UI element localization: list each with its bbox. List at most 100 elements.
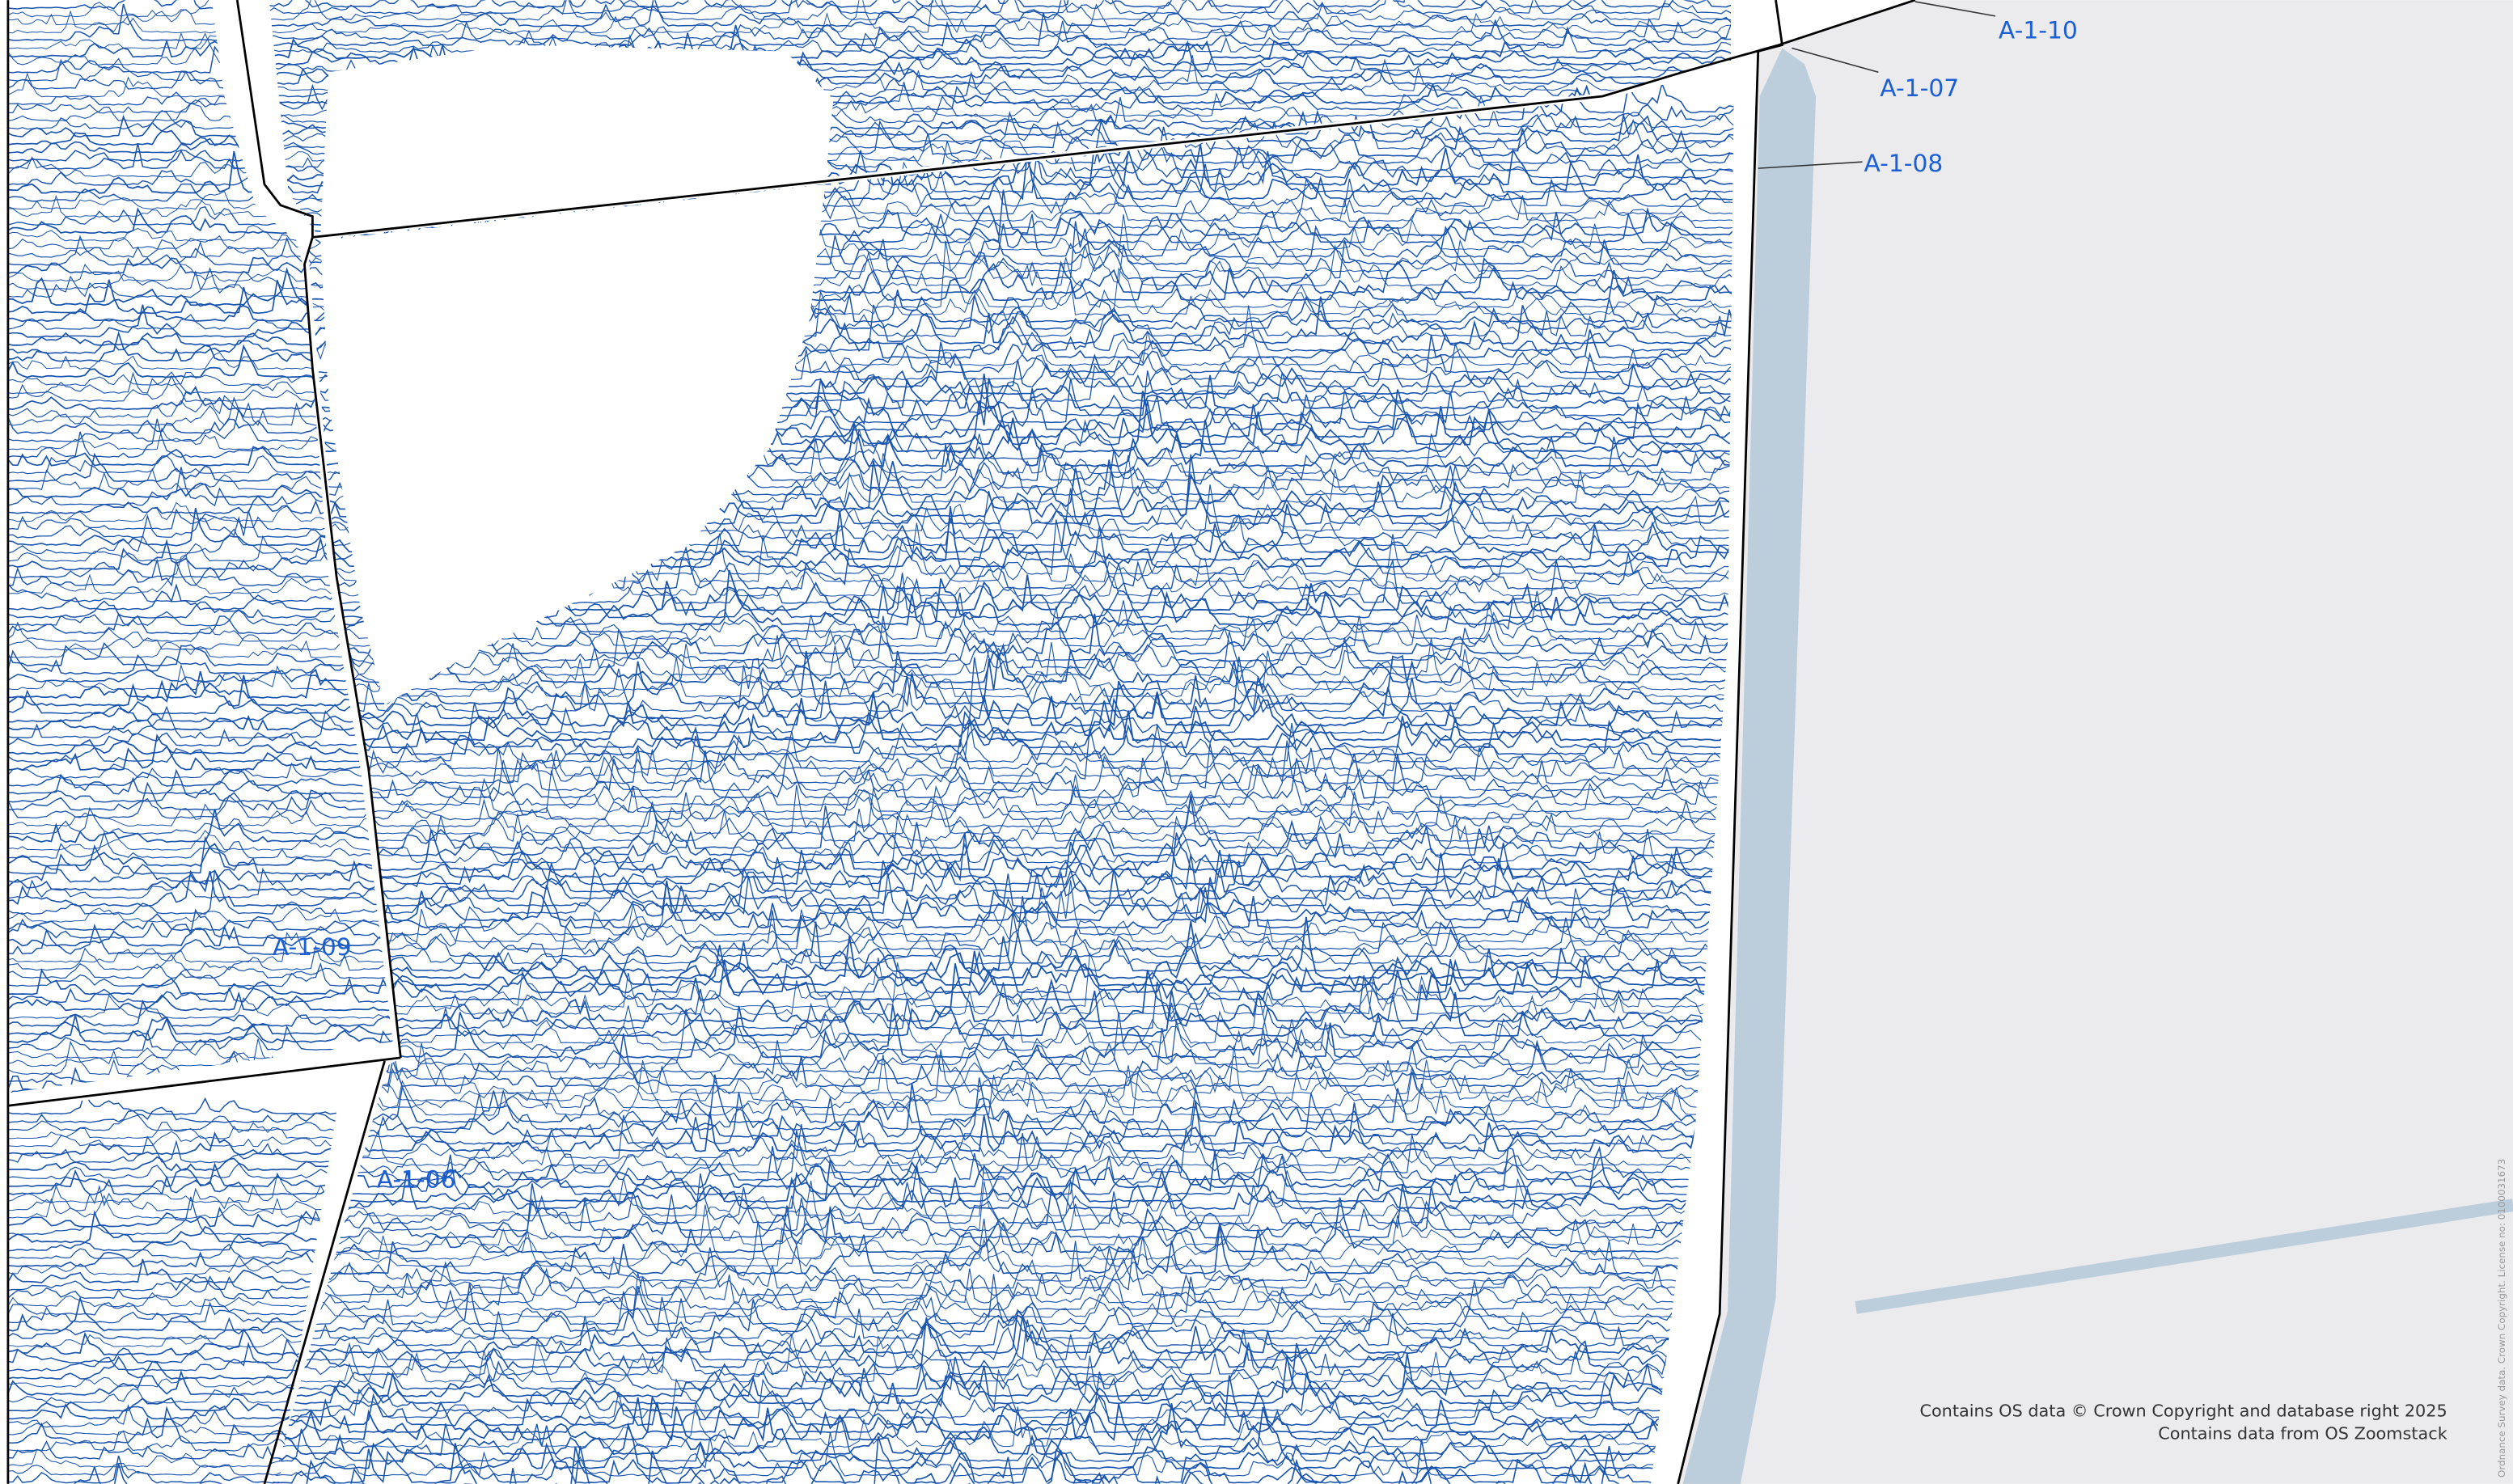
survey-trace: [7, 1131, 344, 1156]
boundary: [303, 236, 402, 1059]
survey-trace: [7, 830, 393, 851]
survey-trace: [7, 1341, 344, 1372]
survey-trace: [272, 1180, 1734, 1246]
survey-trace: [272, 750, 1734, 799]
survey-trace: [272, 1395, 1734, 1443]
survey-trace: [7, 1397, 344, 1412]
survey-trace: [7, 608, 393, 627]
survey-trace: [7, 612, 393, 635]
survey-trace: [272, 815, 1734, 864]
survey-trace: [272, 910, 1734, 965]
survey-trace: [272, 1355, 1734, 1419]
survey-trace: [272, 642, 1734, 684]
survey-trace: [272, 784, 1734, 842]
survey-trace: [272, 1375, 1734, 1427]
survey-trace: [272, 727, 1734, 784]
survey-trace: [272, 1276, 1734, 1325]
survey-trace: [272, 1224, 1734, 1275]
survey-trace: [7, 945, 393, 971]
attribution: Contains data from OS Zoomstack: [2158, 1423, 2447, 1443]
trace-group: [7, 1089, 344, 1484]
survey-trace: [272, 657, 1734, 698]
survey-trace: [7, 1131, 344, 1148]
survey-trace: [272, 1146, 1734, 1196]
survey-trace: [272, 1311, 1734, 1347]
survey-trace: [7, 668, 393, 699]
survey-trace: [272, 852, 1734, 900]
survey-trace: [7, 1156, 344, 1172]
survey-trace: [272, 1309, 1734, 1355]
survey-trace: [269, 0, 1732, 21]
survey-trace: [7, 621, 393, 643]
survey-trace: [7, 932, 393, 963]
survey-trace: [7, 1292, 344, 1308]
survey-trace: [272, 1168, 1734, 1210]
survey-trace: [272, 1338, 1734, 1376]
survey-trace: [7, 1210, 344, 1244]
survey-trace: [272, 1077, 1734, 1145]
survey-trace: [272, 791, 1734, 828]
survey-trace: [7, 1233, 344, 1252]
survey-trace: [272, 600, 1734, 648]
survey-trace: [7, 831, 393, 859]
survey-trace: [7, 869, 393, 891]
survey-trace: [272, 656, 1734, 720]
survey-trace: [272, 1088, 1734, 1131]
survey-trace: [272, 829, 1734, 871]
survey-trace: [7, 991, 393, 1012]
survey-trace: [7, 641, 393, 667]
survey-trace: [272, 1445, 1734, 1484]
survey-trace: [7, 803, 393, 827]
survey-trace: [272, 857, 1734, 907]
survey-trace: [7, 762, 393, 779]
leader-line: [1792, 47, 1879, 73]
survey-trace: [272, 1315, 1734, 1362]
survey-trace: [7, 1275, 344, 1300]
survey-trace: [7, 1251, 344, 1268]
survey-trace: [272, 1033, 1734, 1088]
survey-trace: [269, 0, 1732, 27]
boundary: [235, 0, 314, 238]
survey-trace: [272, 842, 1734, 886]
survey-trace: [272, 1114, 1734, 1160]
survey-trace: [272, 1414, 1734, 1462]
survey-trace: [7, 1355, 344, 1380]
survey-trace: [272, 740, 1734, 806]
survey-trace: [272, 904, 1734, 943]
survey-trace: [272, 1342, 1734, 1397]
survey-trace: [272, 1316, 1734, 1369]
survey-trace: [272, 1226, 1734, 1267]
survey-trace: [272, 1247, 1734, 1296]
survey-trace: [7, 1172, 344, 1203]
survey-trace: [272, 1049, 1734, 1109]
survey-trace: [7, 640, 393, 658]
survey-trace: [272, 1039, 1734, 1080]
survey-trace: [272, 784, 1734, 835]
boundary: [263, 1060, 386, 1484]
survey-trace: [272, 1004, 1734, 1059]
area-label: A-1-07: [1880, 74, 1959, 103]
survey-trace: [272, 1397, 1734, 1434]
survey-trace: [272, 1020, 1734, 1073]
survey-trace: [272, 1197, 1734, 1254]
survey-trace: [7, 1184, 344, 1211]
survey-trace: [272, 1060, 1734, 1117]
survey-trace: [7, 994, 393, 1019]
survey-trace: [7, 1203, 344, 1228]
survey-trace: [7, 1370, 344, 1396]
survey-trace: [7, 649, 393, 675]
survey-trace: [272, 1145, 1734, 1203]
survey-trace: [272, 784, 1734, 821]
leader-line: [1758, 161, 1863, 169]
survey-trace: [272, 1129, 1734, 1167]
survey-trace: [7, 809, 393, 843]
survey-trace: [272, 1008, 1734, 1066]
area-label: A-1-10: [1999, 17, 2078, 45]
survey-trace: [272, 1267, 1734, 1304]
survey-trace: [272, 1403, 1734, 1448]
survey-trace: [7, 1375, 344, 1388]
survey-trace: [272, 1164, 1734, 1224]
survey-trace: [272, 1111, 1734, 1152]
survey-trace: [272, 1333, 1734, 1383]
